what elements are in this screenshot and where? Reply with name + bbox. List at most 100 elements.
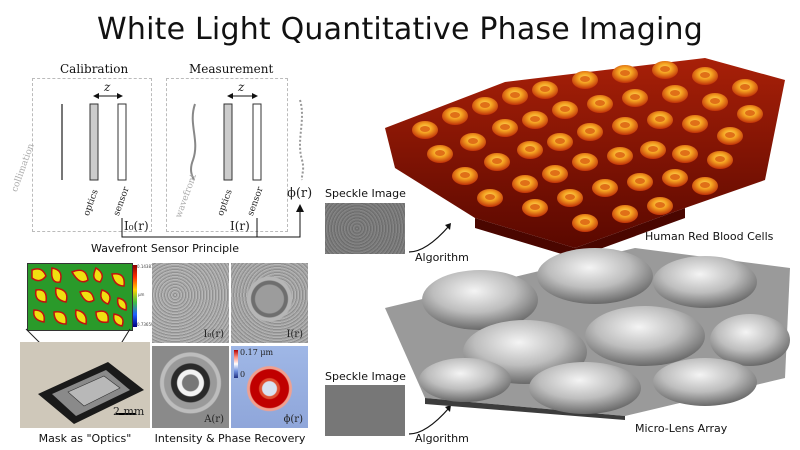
- rbc-caption: Human Red Blood Cells: [645, 230, 774, 243]
- rbc-cell-center: [620, 70, 630, 76]
- rbc-cell-center: [580, 76, 590, 82]
- measurement-optics: [223, 103, 233, 181]
- mask-caption: Mask as "Optics": [38, 432, 132, 445]
- connector-line: [121, 206, 301, 238]
- mask-phase-map: [27, 263, 133, 331]
- rbc-cell-center: [525, 146, 535, 152]
- micro-lens: [422, 270, 538, 330]
- rbc-cell-center: [710, 98, 720, 104]
- rbc-cell-center: [555, 138, 565, 144]
- rbc-cell-center: [492, 158, 502, 164]
- rbc-cell-center: [468, 138, 478, 144]
- principle-diagram: [61, 93, 305, 238]
- rbc-cell-center: [700, 182, 710, 188]
- mla-speckle-label: Speckle Image: [325, 370, 406, 383]
- rbc-cell-center: [655, 202, 665, 208]
- calibration-sensor: [117, 103, 127, 181]
- rbc-cell-center: [670, 174, 680, 180]
- calibration-optics: [89, 103, 99, 181]
- mask-photo: [20, 328, 150, 428]
- rbc-cell-center: [550, 170, 560, 176]
- rbc-cell-center: [530, 116, 540, 122]
- colorbar-bottom-label: 0.73659: [137, 322, 154, 327]
- phase-colorbar: [234, 350, 238, 378]
- rbc-cell-center: [510, 92, 520, 98]
- rbc-cell-center: [740, 84, 750, 90]
- rbc-cell-center: [485, 194, 495, 200]
- recovery-i-label: I(r): [286, 329, 303, 340]
- rbc-cell-center: [660, 66, 670, 72]
- recovery-caption: Intensity & Phase Recovery: [154, 432, 306, 445]
- rbc-cell-center: [655, 116, 665, 122]
- rbc-algorithm-label: Algorithm: [415, 251, 469, 264]
- rbc-cell-center: [480, 102, 490, 108]
- rbc-cell-center: [630, 94, 640, 100]
- rbc-cell-center: [585, 128, 595, 134]
- recovery-a-thumb: A(r): [152, 346, 229, 428]
- micro-lens: [537, 248, 653, 304]
- rbc-cell-center: [540, 86, 550, 92]
- mla-surface-plot: [385, 248, 790, 420]
- rbc-speckle-image: [325, 203, 405, 254]
- colorbar-unit-label: μm: [138, 292, 145, 297]
- page-title: White Light Quantitative Phase Imaging: [97, 12, 703, 47]
- rbc-cell-center: [450, 112, 460, 118]
- recovery-a-label: A(r): [204, 414, 224, 425]
- rbc-cell-center: [530, 204, 540, 210]
- phase-min-label: 0: [240, 370, 246, 379]
- rbc-cell-center: [620, 122, 630, 128]
- phase-max-label: 0.17 μm: [240, 348, 274, 357]
- rbc-cell-center: [520, 180, 530, 186]
- rbc-cell-center: [580, 158, 590, 164]
- mla-caption: Micro-Lens Array: [635, 422, 728, 435]
- rbc-cell-center: [648, 146, 658, 152]
- rbc-cell-center: [595, 100, 605, 106]
- rbc-surface-plot: [385, 58, 785, 258]
- mla-algorithm-label: Algorithm: [415, 432, 469, 445]
- rbc-cell-center: [620, 210, 630, 216]
- rbc-cell-center: [745, 110, 755, 116]
- rbc-cell-center: [420, 126, 430, 132]
- rbc-cell-center: [435, 150, 445, 156]
- scalebar-label: 2 mm: [113, 405, 145, 418]
- rbc-cell-center: [700, 72, 710, 78]
- mask-colorbar: [133, 265, 137, 327]
- rbc-cell-center: [560, 106, 570, 112]
- principle-caption: Wavefront Sensor Principle: [91, 242, 239, 255]
- i0-label: I₀(r): [124, 219, 149, 233]
- calibration-label: Calibration: [60, 62, 129, 76]
- rbc-cell-center: [565, 194, 575, 200]
- micro-lens: [419, 358, 511, 402]
- micro-lens: [529, 362, 641, 414]
- recovery-phi-label: ϕ(r): [283, 414, 303, 425]
- rbc-algorithm-arrow: [408, 223, 451, 253]
- rbc-cell-center: [615, 152, 625, 158]
- mla-algorithm-arrow: [408, 405, 451, 435]
- micro-lens: [710, 314, 790, 366]
- micro-lens: [653, 256, 757, 308]
- wavefront-curve: [190, 103, 197, 181]
- rbc-cell-center: [635, 178, 645, 184]
- rbc-cell-center: [680, 150, 690, 156]
- phi-label: ϕ(r): [287, 186, 313, 201]
- measurement-label: Measurement: [189, 62, 274, 76]
- measurement-z-label: z: [238, 80, 245, 94]
- rbc-cell-center: [690, 120, 700, 126]
- recovery-phi-thumb: 0.17 μm 0 ϕ(r): [231, 346, 308, 428]
- rbc-cell-center: [670, 90, 680, 96]
- rbc-cell-center: [715, 156, 725, 162]
- rbc-cell-center: [580, 219, 590, 225]
- recovery-i-thumb: I(r): [231, 263, 308, 343]
- mla-speckle-image: [325, 385, 405, 436]
- micro-lens: [653, 358, 757, 406]
- rbc-speckle-label: Speckle Image: [325, 187, 406, 200]
- measurement-box: [166, 78, 288, 232]
- recovery-i0-thumb: I₀(r): [152, 263, 229, 343]
- recovery-i0-label: I₀(r): [203, 329, 224, 340]
- recovered-wavefront: [299, 99, 305, 181]
- colorbar-top-label: 0.14387: [137, 264, 154, 269]
- measurement-sensor: [252, 103, 262, 181]
- rbc-cell-center: [725, 132, 735, 138]
- micro-lens: [585, 306, 705, 366]
- rbc-cell-center: [500, 124, 510, 130]
